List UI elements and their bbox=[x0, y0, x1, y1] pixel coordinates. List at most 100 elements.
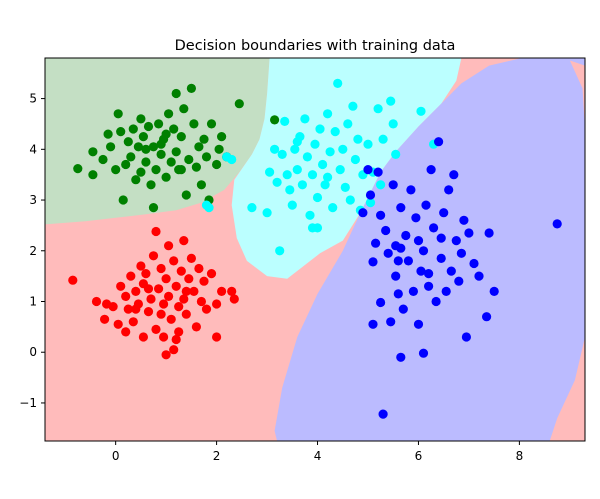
data-point bbox=[441, 286, 451, 296]
data-point bbox=[325, 147, 335, 157]
data-point bbox=[159, 332, 169, 342]
data-point bbox=[376, 210, 386, 220]
data-point bbox=[151, 165, 161, 175]
data-point bbox=[126, 271, 136, 281]
data-point bbox=[464, 228, 474, 238]
data-point bbox=[333, 78, 343, 88]
data-point bbox=[343, 119, 353, 129]
data-point bbox=[141, 144, 151, 154]
data-point bbox=[121, 327, 131, 337]
data-point bbox=[91, 296, 102, 307]
data-point bbox=[378, 134, 388, 144]
data-point bbox=[171, 147, 181, 157]
data-point bbox=[280, 116, 290, 126]
data-point bbox=[424, 269, 434, 279]
y-tick-label: 3 bbox=[29, 193, 37, 207]
data-point bbox=[489, 286, 499, 296]
data-point bbox=[418, 246, 429, 256]
data-point bbox=[174, 302, 184, 312]
y-tick-label: 4 bbox=[29, 142, 37, 156]
data-point bbox=[307, 170, 318, 180]
data-point bbox=[113, 319, 123, 329]
data-point bbox=[323, 109, 333, 119]
data-point bbox=[330, 127, 340, 137]
data-point bbox=[272, 177, 282, 187]
y-tick-label: 1 bbox=[29, 294, 37, 308]
data-point bbox=[143, 307, 154, 317]
plot-area: 0 2 4 6 8 −1 0 1 2 3 4 5 bbox=[19, 57, 586, 463]
region-blue bbox=[274, 58, 585, 441]
data-point bbox=[446, 266, 456, 276]
data-point bbox=[169, 256, 179, 266]
data-point bbox=[315, 124, 325, 134]
data-point bbox=[194, 263, 204, 274]
data-point bbox=[396, 352, 406, 362]
data-point bbox=[196, 180, 206, 190]
data-point bbox=[262, 208, 272, 218]
data-point bbox=[388, 119, 398, 129]
data-point bbox=[141, 157, 151, 167]
data-point bbox=[292, 165, 302, 175]
data-point bbox=[451, 236, 461, 246]
data-point bbox=[227, 286, 237, 296]
data-point bbox=[121, 159, 131, 170]
data-point bbox=[365, 198, 376, 208]
data-point bbox=[338, 144, 348, 154]
data-point bbox=[121, 291, 131, 301]
data-point bbox=[116, 127, 126, 137]
data-point bbox=[265, 167, 275, 177]
data-point bbox=[123, 137, 133, 147]
data-point bbox=[368, 257, 378, 267]
data-point bbox=[290, 144, 300, 154]
data-point bbox=[123, 304, 133, 314]
y-tick-label: 2 bbox=[29, 244, 37, 258]
data-point bbox=[383, 248, 393, 258]
data-point bbox=[179, 104, 189, 114]
data-point bbox=[411, 213, 421, 223]
data-point bbox=[151, 324, 161, 334]
data-point bbox=[181, 286, 191, 296]
x-tick-label: 0 bbox=[112, 449, 120, 463]
data-point bbox=[381, 225, 391, 236]
data-point bbox=[229, 294, 239, 304]
data-point bbox=[176, 266, 186, 276]
data-point bbox=[146, 180, 156, 190]
data-point bbox=[88, 147, 98, 157]
data-point bbox=[169, 124, 179, 134]
data-point bbox=[474, 271, 484, 281]
data-point bbox=[126, 152, 136, 162]
data-point bbox=[217, 132, 227, 142]
data-point bbox=[199, 134, 209, 144]
decision-regions bbox=[45, 58, 585, 441]
x-tick-label: 4 bbox=[314, 449, 322, 463]
data-point bbox=[386, 317, 396, 327]
data-point bbox=[328, 203, 338, 213]
data-point bbox=[323, 172, 333, 182]
x-tick-label: 6 bbox=[415, 449, 423, 463]
data-point bbox=[179, 236, 189, 246]
data-point bbox=[148, 203, 159, 213]
data-point bbox=[196, 296, 206, 307]
data-point bbox=[416, 106, 426, 116]
data-point bbox=[164, 241, 174, 251]
x-tick-label: 2 bbox=[213, 449, 221, 463]
data-point bbox=[143, 284, 154, 294]
data-point bbox=[191, 322, 201, 332]
data-point bbox=[186, 83, 196, 93]
data-point bbox=[373, 167, 383, 177]
data-point bbox=[363, 139, 373, 149]
data-point bbox=[365, 190, 376, 200]
data-point bbox=[368, 319, 378, 329]
data-point bbox=[403, 256, 413, 266]
data-point bbox=[275, 246, 285, 256]
data-point bbox=[141, 269, 151, 279]
data-point bbox=[429, 223, 439, 233]
data-point bbox=[434, 137, 444, 147]
data-point bbox=[350, 154, 360, 165]
data-point bbox=[184, 154, 194, 165]
data-point bbox=[154, 119, 164, 129]
data-point bbox=[436, 233, 446, 243]
data-point bbox=[103, 129, 113, 139]
data-point bbox=[131, 286, 141, 296]
